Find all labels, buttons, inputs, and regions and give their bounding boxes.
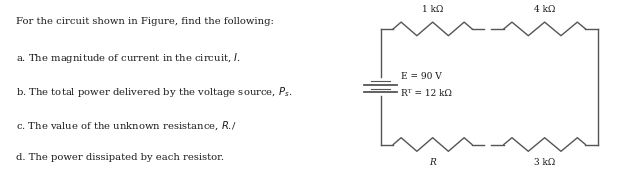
Text: 4 kΩ: 4 kΩ — [534, 5, 556, 14]
Text: b. The total power delivered by the voltage source, $P_s$.: b. The total power delivered by the volt… — [16, 85, 292, 99]
Text: E = 90 V: E = 90 V — [401, 72, 442, 81]
Text: d. The power dissipated by each resistor.: d. The power dissipated by each resistor… — [16, 153, 224, 162]
Text: a. The magnitude of current in the circuit, $I$.: a. The magnitude of current in the circu… — [16, 51, 241, 65]
Text: 3 kΩ: 3 kΩ — [534, 158, 556, 167]
Text: For the circuit shown in Figure, find the following:: For the circuit shown in Figure, find th… — [16, 17, 274, 26]
Text: c. The value of the unknown resistance, $R$./: c. The value of the unknown resistance, … — [16, 119, 237, 132]
Text: R: R — [429, 158, 436, 167]
Text: 1 kΩ: 1 kΩ — [422, 5, 444, 14]
Text: Rᵀ = 12 kΩ: Rᵀ = 12 kΩ — [401, 89, 452, 98]
